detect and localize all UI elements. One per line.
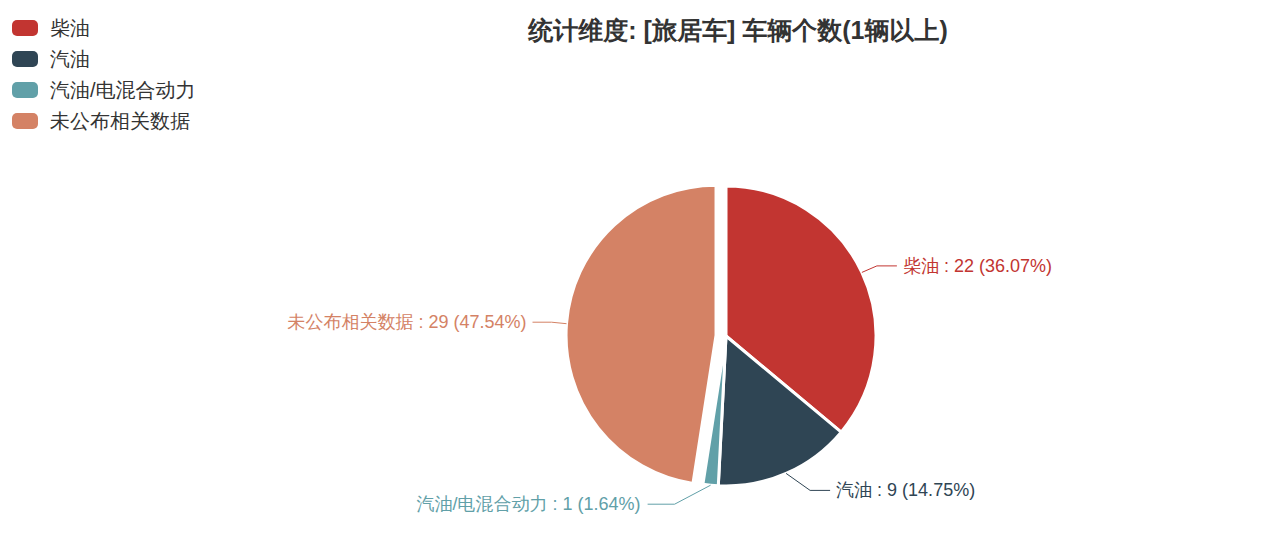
slice-label-4: 未公布相关数据 : 29 (47.54%) [287,312,526,332]
slice-label-2: 汽油 : 9 (14.75%) [836,480,975,500]
slice-label-3: 汽油/电混合动力 : 1 (1.64%) [417,494,641,514]
label-line-4 [533,322,567,324]
label-line-3 [648,485,711,504]
pie-chart: 柴油 : 22 (36.07%) 汽油 : 9 (14.75%) 汽油/电混合动力 … [0,0,1269,556]
slice-label-1: 柴油 : 22 (36.07%) [903,256,1052,276]
pie-slice-4[interactable] [566,185,716,483]
label-line-1 [862,266,897,273]
label-line-2 [786,473,830,490]
